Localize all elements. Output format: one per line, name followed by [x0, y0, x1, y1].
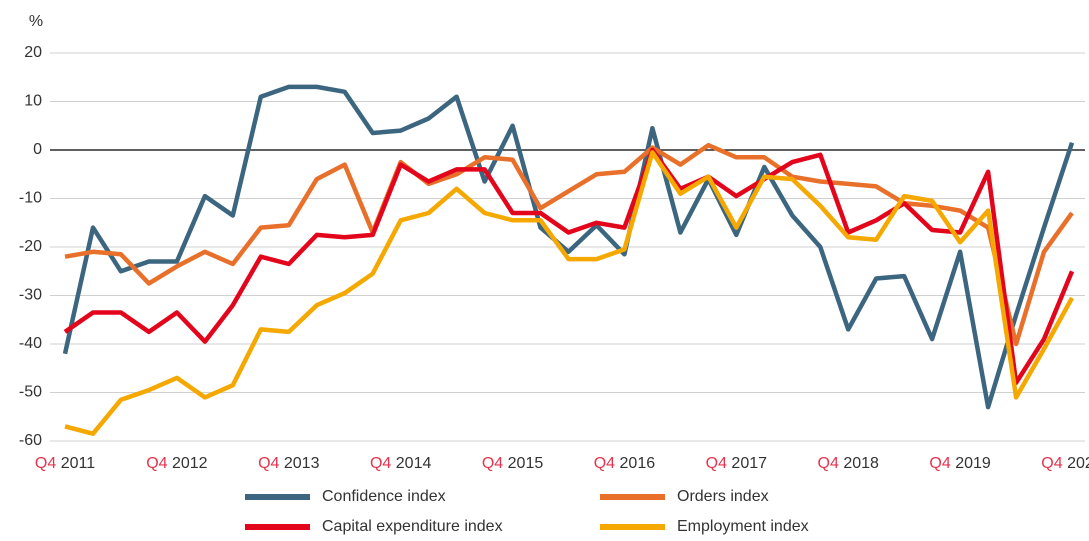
x-tick-label: Q4 2018 — [818, 455, 879, 472]
y-tick-label: -20 — [19, 238, 42, 255]
x-tick-label: Q4 2020 — [1041, 455, 1089, 472]
legend-label: Confidence index — [322, 488, 446, 505]
series-line — [64, 150, 1074, 436]
y-tick-label: 20 — [24, 44, 42, 61]
x-tick-label: Q4 2012 — [146, 455, 207, 472]
y-tick-label: -50 — [19, 384, 42, 401]
x-tick-label: Q4 2011 — [35, 455, 95, 472]
x-tick-label: Q4 2019 — [929, 455, 990, 472]
y-tick-label: 10 — [24, 93, 42, 110]
legend-label: Orders index — [677, 488, 769, 505]
legend-label: Employment index — [677, 518, 809, 535]
y-axis-label: % — [29, 13, 43, 30]
series-line — [62, 84, 1075, 410]
x-tick-label: Q4 2014 — [370, 455, 431, 472]
y-tick-label: -30 — [19, 287, 42, 304]
y-tick-label: -60 — [19, 432, 42, 449]
y-tick-label: 0 — [33, 141, 42, 158]
x-tick-label: Q4 2016 — [594, 455, 655, 472]
series-line — [63, 147, 1075, 386]
y-tick-label: -10 — [19, 190, 42, 207]
y-tick-label: -40 — [19, 335, 42, 352]
legend-label: Capital expenditure index — [322, 518, 503, 535]
x-tick-label: Q4 2013 — [258, 455, 319, 472]
x-tick-label: Q4 2017 — [706, 455, 767, 472]
x-tick-label: Q4 2015 — [482, 455, 543, 472]
